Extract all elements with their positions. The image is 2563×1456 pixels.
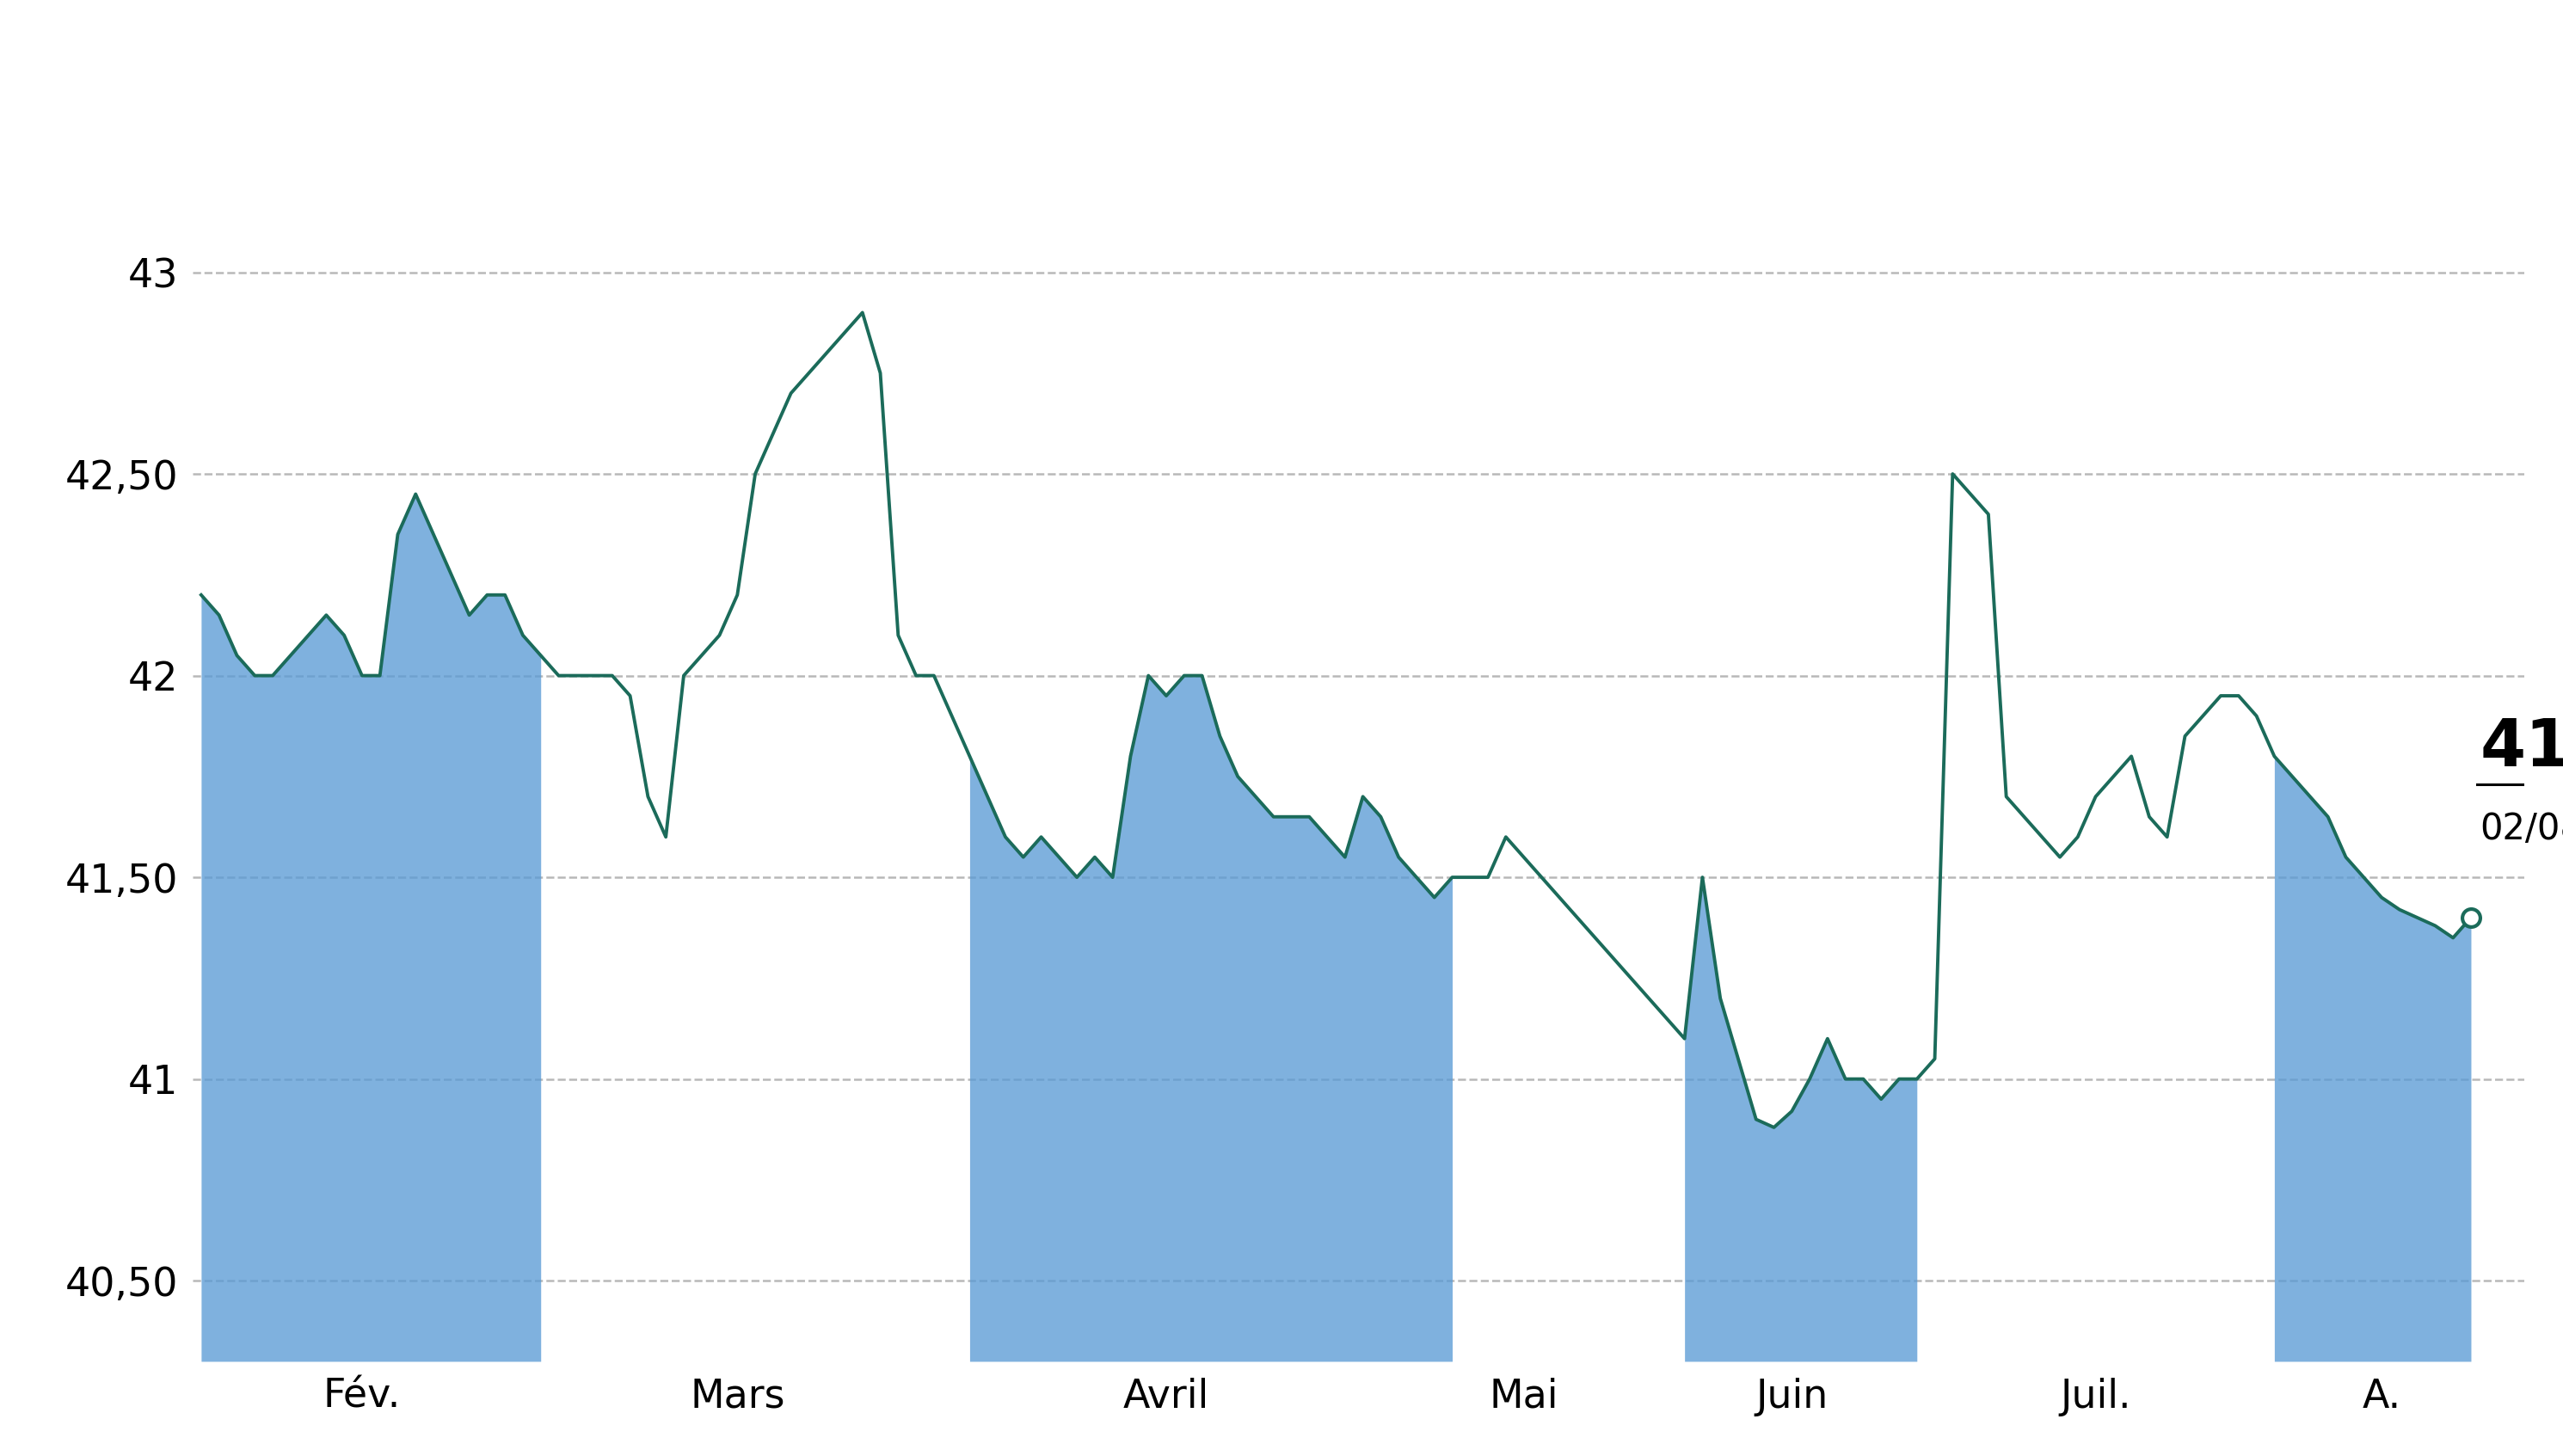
- Text: 02/08: 02/08: [2481, 811, 2563, 847]
- Text: Biotest AG: Biotest AG: [1025, 7, 1538, 90]
- Text: 41,40: 41,40: [2481, 716, 2563, 780]
